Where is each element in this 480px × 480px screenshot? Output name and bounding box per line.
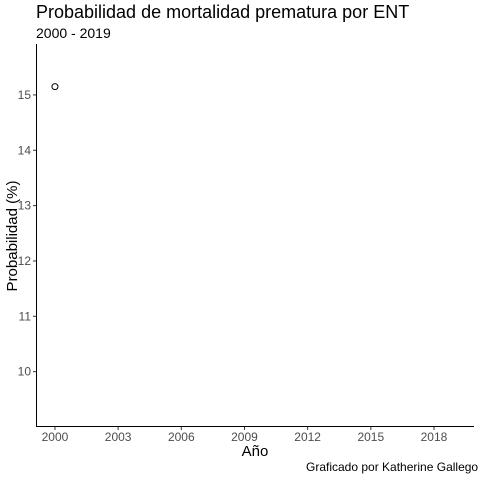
x-tick-label: 2012	[294, 430, 321, 444]
chart-title: Probabilidad de mortalidad prematura por…	[36, 2, 410, 22]
x-tick-label: 2015	[357, 430, 384, 444]
x-tick-label: 2003	[105, 430, 132, 444]
y-tick-label: 13	[18, 199, 32, 213]
y-tick-label: 10	[18, 365, 32, 379]
chart-subtitle: 2000 - 2019	[36, 25, 111, 41]
y-tick-label: 12	[18, 254, 32, 268]
data-point	[51, 83, 59, 91]
x-tick-label: 2018	[421, 430, 448, 444]
y-axis-ticks: 10 11 12 13 14 15	[18, 88, 36, 379]
x-axis-title: Año	[242, 443, 269, 460]
y-tick-label: 15	[18, 88, 32, 102]
y-tick-label: 14	[18, 143, 32, 157]
x-axis-ticks: 2000 2003 2006 2009 2012 2015 2018	[42, 427, 448, 444]
x-tick-label: 2000	[42, 430, 69, 444]
x-tick-label: 2009	[231, 430, 258, 444]
x-tick-label: 2006	[168, 430, 195, 444]
y-tick-label: 11	[19, 309, 32, 323]
y-axis-title: Probabilidad (%)	[4, 181, 21, 292]
data-points	[51, 83, 59, 91]
chart-caption: Graficado por Katherine Gallego	[306, 460, 479, 474]
